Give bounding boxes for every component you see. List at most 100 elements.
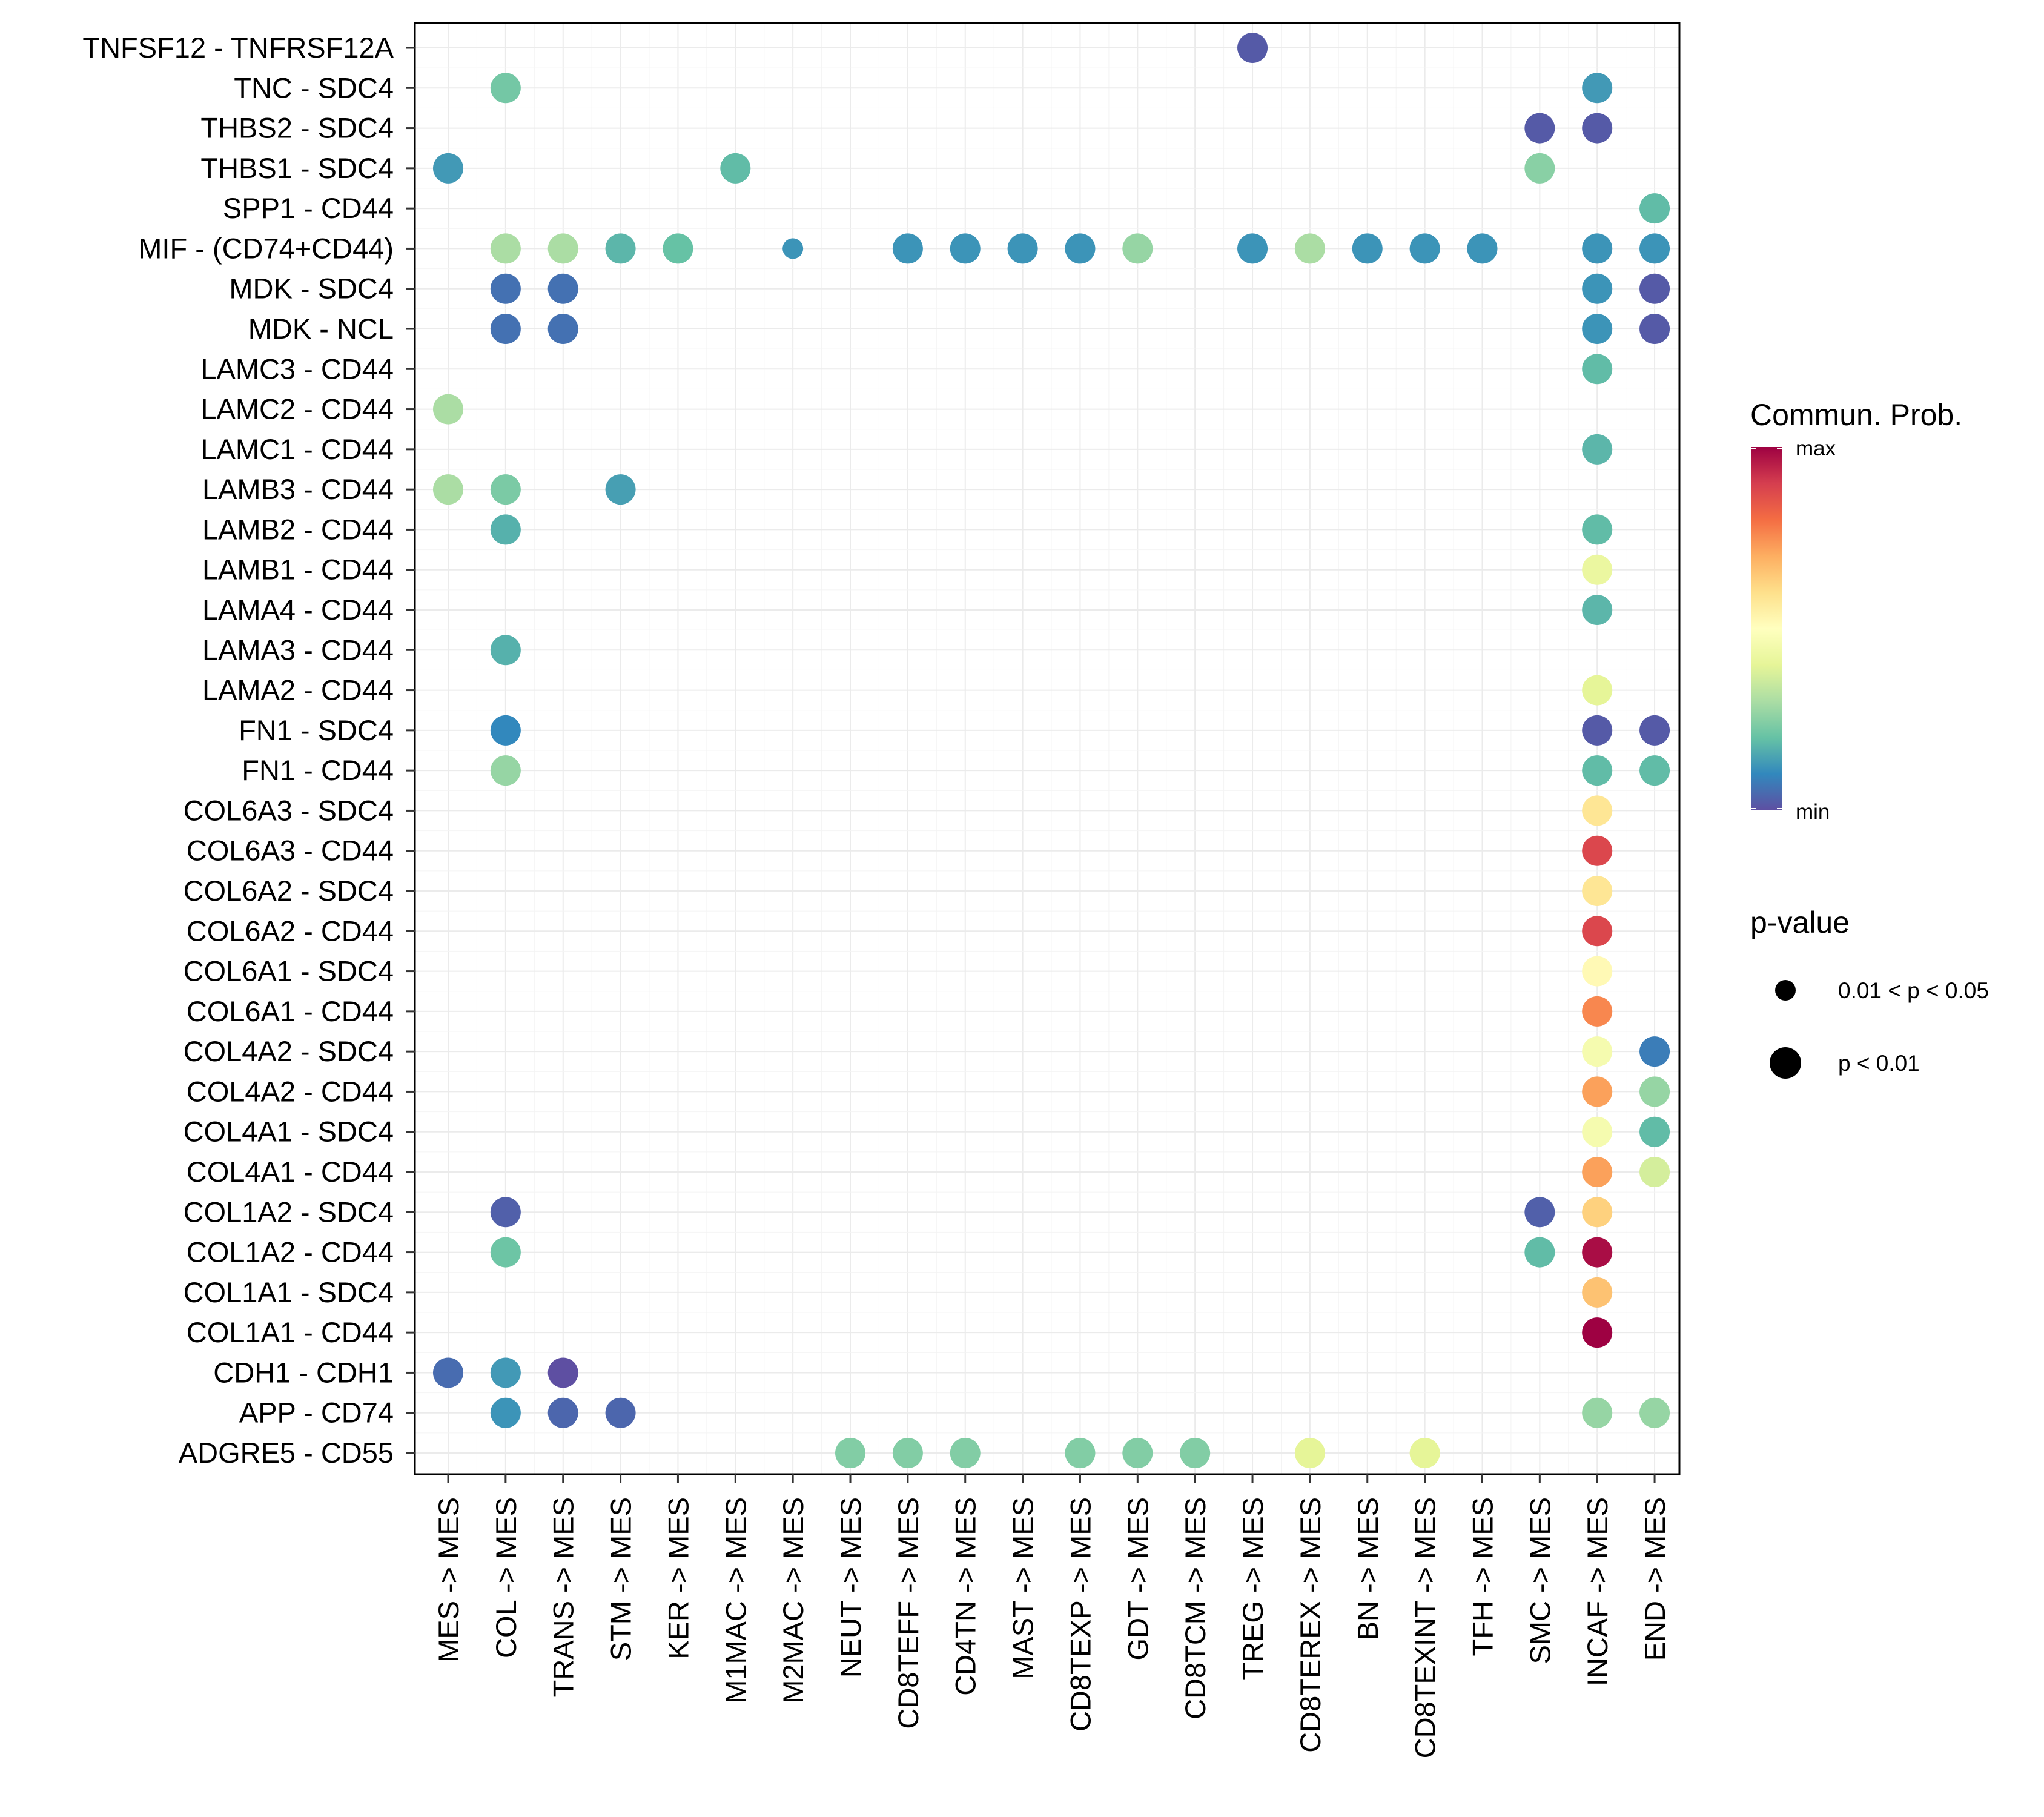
- x-tick-label: COL -> MES: [490, 1497, 522, 1658]
- data-point: [892, 233, 923, 264]
- data-point: [1582, 1277, 1613, 1308]
- data-point: [663, 233, 693, 264]
- size-legend-title: p-value: [1750, 905, 1850, 939]
- y-tick-label: LAMA3 - CD44: [202, 634, 394, 666]
- y-tick-label: MDK - SDC4: [229, 273, 394, 305]
- data-point: [547, 1397, 578, 1428]
- x-tick-label: MAST -> MES: [1007, 1497, 1039, 1680]
- data-point: [547, 273, 578, 304]
- data-point: [1582, 113, 1613, 144]
- data-point: [1582, 1036, 1613, 1067]
- size-legend-small-dot: [1775, 980, 1796, 1001]
- data-point: [1639, 193, 1670, 224]
- data-point: [1237, 33, 1268, 63]
- data-point: [1409, 1438, 1440, 1469]
- data-point: [1582, 1237, 1613, 1268]
- x-tick-label: BN -> MES: [1352, 1497, 1384, 1640]
- y-tick-label: SPP1 - CD44: [223, 192, 394, 224]
- data-point: [1065, 1438, 1096, 1469]
- data-point: [1639, 1397, 1670, 1428]
- data-point: [1352, 233, 1383, 264]
- x-tick-label: CD8TEFF -> MES: [892, 1497, 924, 1729]
- y-tick-label: COL6A1 - SDC4: [184, 955, 394, 987]
- data-point: [782, 238, 804, 259]
- data-point: [950, 233, 981, 264]
- y-tick-label: COL4A1 - SDC4: [184, 1116, 394, 1148]
- data-point: [1639, 1076, 1670, 1107]
- data-point: [1582, 73, 1613, 104]
- data-point: [1582, 1157, 1613, 1188]
- data-point: [1582, 554, 1613, 585]
- data-point: [490, 514, 521, 545]
- data-point: [433, 394, 463, 425]
- data-point: [1582, 1116, 1613, 1147]
- x-tick-label: MES -> MES: [432, 1497, 465, 1663]
- data-point: [1639, 1157, 1670, 1188]
- data-point: [490, 474, 521, 505]
- data-point: [1582, 354, 1613, 385]
- y-axis-labels: TNFSF12 - TNFRSF12A TNC - SDC4 THBS2 - SDC…: [82, 31, 415, 1469]
- data-point: [1524, 113, 1555, 144]
- data-point: [1294, 1438, 1325, 1469]
- data-point: [1237, 233, 1268, 264]
- y-tick-label: ADGRE5 - CD55: [179, 1437, 394, 1469]
- data-point: [605, 474, 636, 505]
- data-point: [490, 314, 521, 345]
- data-point: [490, 635, 521, 666]
- data-point: [1524, 1237, 1555, 1268]
- data-point: [1582, 1317, 1613, 1348]
- y-tick-label: THBS2 - SDC4: [200, 112, 394, 144]
- y-tick-label: FN1 - CD44: [242, 754, 394, 786]
- data-point: [1065, 233, 1096, 264]
- y-tick-label: LAMC2 - CD44: [200, 393, 394, 425]
- data-point: [1639, 233, 1670, 264]
- x-axis-labels: MES -> MES COL -> MES TRANS -> MES STM -> M…: [432, 1474, 1671, 1758]
- x-tick-label: M1MAC -> MES: [719, 1497, 752, 1704]
- data-point: [490, 755, 521, 786]
- y-tick-label: COL1A1 - SDC4: [184, 1276, 394, 1308]
- x-tick-label: END -> MES: [1639, 1497, 1671, 1661]
- x-tick-label: TRANS -> MES: [547, 1497, 580, 1697]
- data-point: [1180, 1438, 1211, 1469]
- data-point: [1582, 1076, 1613, 1107]
- color-legend-title: Commun. Prob.: [1750, 398, 1962, 432]
- data-point: [1582, 916, 1613, 947]
- data-point: [490, 1357, 521, 1388]
- data-point: [547, 233, 578, 264]
- y-tick-label: COL4A1 - CD44: [187, 1156, 394, 1188]
- x-tick-label: STM -> MES: [605, 1497, 637, 1661]
- size-legend-large-label: p < 0.01: [1838, 1051, 1920, 1076]
- data-point: [1582, 434, 1613, 465]
- data-point: [835, 1438, 866, 1469]
- x-tick-label: KER -> MES: [662, 1497, 694, 1660]
- data-point: [433, 153, 463, 184]
- y-tick-label: COL6A2 - SDC4: [184, 875, 394, 907]
- color-legend-min-label: min: [1796, 800, 1830, 824]
- x-tick-label: TFH -> MES: [1466, 1497, 1498, 1656]
- size-legend: p-value 0.01 < p < 0.05 p < 0.01: [1750, 905, 1989, 1079]
- data-point: [1582, 273, 1613, 304]
- y-tick-label: LAMB1 - CD44: [202, 554, 394, 586]
- y-tick-label: FN1 - SDC4: [239, 714, 394, 746]
- y-tick-label: COL1A2 - SDC4: [184, 1196, 394, 1228]
- data-point: [1122, 1438, 1153, 1469]
- x-tick-label: CD8TEREX -> MES: [1294, 1497, 1326, 1753]
- data-point: [1639, 715, 1670, 746]
- y-tick-label: MDK - NCL: [248, 313, 394, 345]
- data-points: [433, 33, 1670, 1469]
- data-point: [490, 273, 521, 304]
- data-point: [1582, 1397, 1613, 1428]
- data-point: [1582, 675, 1613, 706]
- color-legend: Commun. Prob. max min: [1750, 398, 1962, 824]
- y-tick-label: TNC - SDC4: [234, 71, 394, 104]
- y-tick-label: APP - CD74: [239, 1397, 394, 1429]
- data-point: [1524, 1197, 1555, 1228]
- data-point: [490, 1397, 521, 1428]
- y-tick-label: COL6A2 - CD44: [187, 915, 394, 947]
- y-tick-label: LAMC1 - CD44: [200, 433, 394, 465]
- y-tick-label: LAMB3 - CD44: [202, 473, 394, 505]
- data-point: [490, 715, 521, 746]
- x-tick-label: SMC -> MES: [1524, 1497, 1556, 1664]
- data-point: [1582, 996, 1613, 1027]
